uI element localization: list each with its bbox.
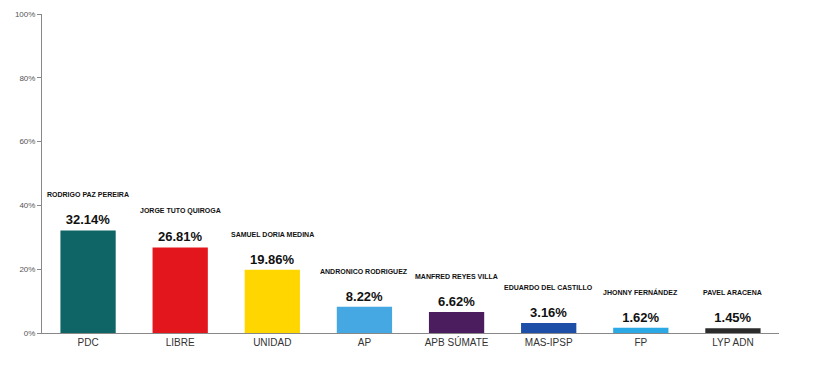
svg-text:FP: FP bbox=[634, 337, 647, 348]
svg-text:40%: 40% bbox=[19, 201, 35, 210]
svg-text:MAS-IPSP: MAS-IPSP bbox=[525, 337, 573, 348]
svg-text:32.14%: 32.14% bbox=[66, 212, 111, 227]
svg-text:0%: 0% bbox=[24, 329, 36, 338]
svg-text:MANFRED REYES VILLA: MANFRED REYES VILLA bbox=[415, 273, 498, 280]
svg-text:60%: 60% bbox=[19, 137, 35, 146]
svg-text:20%: 20% bbox=[19, 265, 35, 274]
svg-text:100%: 100% bbox=[15, 10, 35, 19]
svg-text:80%: 80% bbox=[19, 74, 35, 83]
svg-text:3.16%: 3.16% bbox=[530, 305, 567, 320]
svg-text:JHONNY FERNÁNDEZ: JHONNY FERNÁNDEZ bbox=[603, 288, 678, 296]
svg-text:1.45%: 1.45% bbox=[714, 310, 751, 325]
svg-text:PAVEL ARACENA: PAVEL ARACENA bbox=[703, 289, 762, 296]
svg-text:SAMUEL DORIA MEDINA: SAMUEL DORIA MEDINA bbox=[231, 231, 314, 238]
svg-text:6.62%: 6.62% bbox=[438, 294, 475, 309]
svg-text:19.86%: 19.86% bbox=[250, 252, 295, 267]
svg-text:LYP ADN: LYP ADN bbox=[712, 337, 753, 348]
svg-text:JORGE TUTO QUIROGA: JORGE TUTO QUIROGA bbox=[140, 207, 221, 215]
svg-text:APB SÚMATE: APB SÚMATE bbox=[425, 336, 489, 348]
svg-text:ANDRONICO RODRIGUEZ: ANDRONICO RODRIGUEZ bbox=[320, 268, 408, 275]
svg-text:1.62%: 1.62% bbox=[622, 310, 659, 325]
svg-text:UNIDAD: UNIDAD bbox=[253, 337, 291, 348]
svg-text:26.81%: 26.81% bbox=[158, 229, 203, 244]
svg-text:EDUARDO DEL CASTILLO: EDUARDO DEL CASTILLO bbox=[504, 284, 593, 291]
svg-text:RODRIGO PAZ PEREIRA: RODRIGO PAZ PEREIRA bbox=[47, 191, 129, 198]
svg-text:PDC: PDC bbox=[77, 337, 98, 348]
svg-text:AP: AP bbox=[358, 337, 372, 348]
svg-text:8.22%: 8.22% bbox=[346, 289, 383, 304]
svg-text:LIBRE: LIBRE bbox=[166, 337, 195, 348]
